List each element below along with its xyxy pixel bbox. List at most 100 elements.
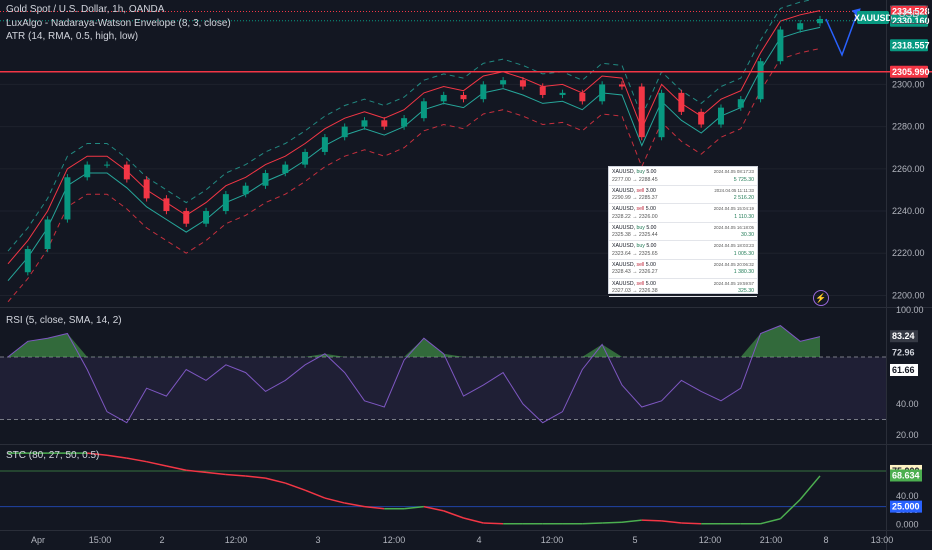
trade-side: buy bbox=[636, 243, 645, 250]
rsi-label[interactable]: RSI (5, close, SMA, 14, 2) bbox=[6, 315, 122, 326]
stc-segment bbox=[126, 457, 147, 463]
trade-side: buy bbox=[636, 169, 645, 175]
candle-body bbox=[658, 92, 665, 138]
candle-body bbox=[797, 23, 804, 30]
stc-segment bbox=[404, 505, 424, 510]
time-tick-label: 4 bbox=[476, 535, 481, 545]
stc-current-tag: 68.634 bbox=[892, 470, 920, 480]
candle-body bbox=[222, 194, 229, 212]
stc-segment bbox=[463, 517, 484, 524]
time-tick-label: Apr bbox=[31, 535, 45, 545]
candle-body bbox=[282, 164, 289, 174]
candle-body bbox=[480, 84, 487, 100]
trade-pnl: 30.30 bbox=[741, 232, 754, 239]
stc-segment bbox=[87, 452, 108, 457]
trade-time: 2024.04.05 08:17:23 bbox=[713, 169, 754, 174]
trade-symbol: XAUUSD bbox=[612, 243, 634, 250]
time-tick-label: 2 bbox=[159, 535, 164, 545]
trade-row: XAUUSD, buy 5.00 2277.00 → 2288.45 2024.… bbox=[609, 167, 757, 186]
trade-side: sell bbox=[636, 206, 645, 213]
candle-body bbox=[242, 185, 249, 195]
rsi-ma2-tag: 61.66 bbox=[892, 365, 915, 375]
trade-symbol: XAUUSD bbox=[612, 206, 634, 213]
candle-body bbox=[24, 249, 31, 273]
candle-body bbox=[361, 120, 368, 127]
trade-time: 2024.04.05 20:06:32 bbox=[713, 261, 754, 267]
symbol-title[interactable]: Gold Spot / U.S. Dollar, 1h, OANDA bbox=[6, 4, 165, 15]
stc-segment bbox=[166, 465, 187, 471]
trade-pnl: 5 725.30 bbox=[733, 176, 754, 183]
candle-body bbox=[500, 80, 507, 85]
candle-body bbox=[698, 111, 705, 125]
price-tick-label: 2220.00 bbox=[892, 248, 925, 258]
stc-segment bbox=[799, 475, 821, 500]
price-tick-label: 2240.00 bbox=[892, 206, 925, 216]
trade-symbol: XAUUSD bbox=[612, 169, 634, 175]
trade-list: XAUUSD, buy 5.00 2277.00 → 2288.45 2024.… bbox=[608, 166, 758, 298]
time-tick-label: 13:00 bbox=[871, 535, 894, 545]
rsi-line bbox=[7, 325, 821, 424]
candle-body bbox=[341, 126, 348, 138]
stc-segment bbox=[265, 477, 286, 484]
trade-side: buy bbox=[636, 224, 645, 231]
candle-body bbox=[678, 92, 685, 112]
symbol-tag: XAUUSD bbox=[854, 13, 893, 23]
time-tick-label: 15:00 bbox=[89, 535, 112, 545]
trade-time: 2024.04.05 11:11:33 bbox=[714, 187, 754, 193]
stc-segment bbox=[602, 521, 622, 524]
candle-body bbox=[104, 164, 111, 166]
currency-button[interactable]: USD bbox=[890, 5, 928, 24]
trade-row: XAUUSD, buy 5.00 2325.38 → 2325.44 2024.… bbox=[609, 223, 757, 242]
candle-body bbox=[163, 198, 170, 212]
rsi-overbought-fill bbox=[8, 325, 820, 357]
trade-time: 2024.04.05 19:59:57 bbox=[713, 280, 754, 286]
stc-segment bbox=[324, 497, 345, 504]
rsi-band bbox=[0, 356, 886, 420]
trade-qty: 5.00 bbox=[646, 169, 657, 175]
trade-pnl: 325.30 bbox=[738, 288, 754, 295]
trade-symbol: XAUUSD bbox=[612, 224, 634, 231]
stc-segment bbox=[681, 522, 702, 525]
top-level-tag-bg bbox=[890, 5, 928, 18]
rsi-ma2-tag-bg bbox=[890, 363, 918, 376]
time-tick-label: 8 bbox=[823, 535, 828, 545]
trade-qty: 5.00 bbox=[645, 206, 656, 213]
stc-segment bbox=[205, 471, 226, 476]
stc-segment bbox=[641, 519, 662, 522]
candle-body bbox=[460, 94, 467, 100]
indicator-envelope-label[interactable]: LuxAlgo - Nadaraya-Watson Envelope (8, 3… bbox=[6, 18, 231, 29]
stc-lower-tag-bg bbox=[890, 500, 922, 513]
trade-qty: 5.00 bbox=[645, 280, 656, 287]
price-tick-label: 2300.00 bbox=[892, 79, 925, 89]
trade-qty: 5.00 bbox=[646, 224, 657, 231]
stc-segment bbox=[483, 522, 504, 525]
trade-symbol: XAUUSD bbox=[612, 280, 634, 287]
stc-segment bbox=[779, 498, 801, 520]
stc-segment bbox=[106, 454, 127, 459]
stc-segment bbox=[364, 505, 385, 510]
trade-row: XAUUSD, sell 5.00 2328.43 → 2326.27 2024… bbox=[609, 260, 757, 279]
time-tick-label: 12:00 bbox=[541, 535, 564, 545]
time-tick-label: 12:00 bbox=[383, 535, 406, 545]
candle-body bbox=[203, 211, 210, 224]
trade-pnl: 1 110.30 bbox=[734, 213, 754, 220]
stc-current-tag-bg bbox=[890, 469, 922, 482]
indicator-atr-label[interactable]: ATR (14, RMA, 0.5, high, low) bbox=[6, 31, 139, 42]
candle-body bbox=[143, 179, 150, 199]
stc-segment bbox=[443, 510, 464, 519]
stc-label[interactable]: STC (80, 27, 50, 0.5) bbox=[6, 450, 100, 461]
envelope-upper-line bbox=[7, 10, 821, 265]
candle-body bbox=[262, 173, 269, 186]
stc-segment bbox=[304, 489, 326, 499]
resistance-tag: 2305.990 bbox=[892, 67, 930, 77]
rsi-tick-label: 40.00 bbox=[896, 399, 919, 409]
lightning-icon[interactable]: ⚡ bbox=[813, 290, 829, 306]
candle-body bbox=[618, 84, 625, 87]
trade-pnl: 1 380.30 bbox=[733, 269, 754, 276]
rsi-tick-label: 100.00 bbox=[896, 305, 924, 315]
candle-body bbox=[401, 118, 408, 127]
rsi-ma-tag: 72.96 bbox=[892, 347, 915, 357]
trade-symbol: XAUUSD bbox=[612, 187, 634, 194]
trade-row: XAUUSD, buy 5.00 2323.64 → 2325.65 2024.… bbox=[609, 241, 757, 260]
